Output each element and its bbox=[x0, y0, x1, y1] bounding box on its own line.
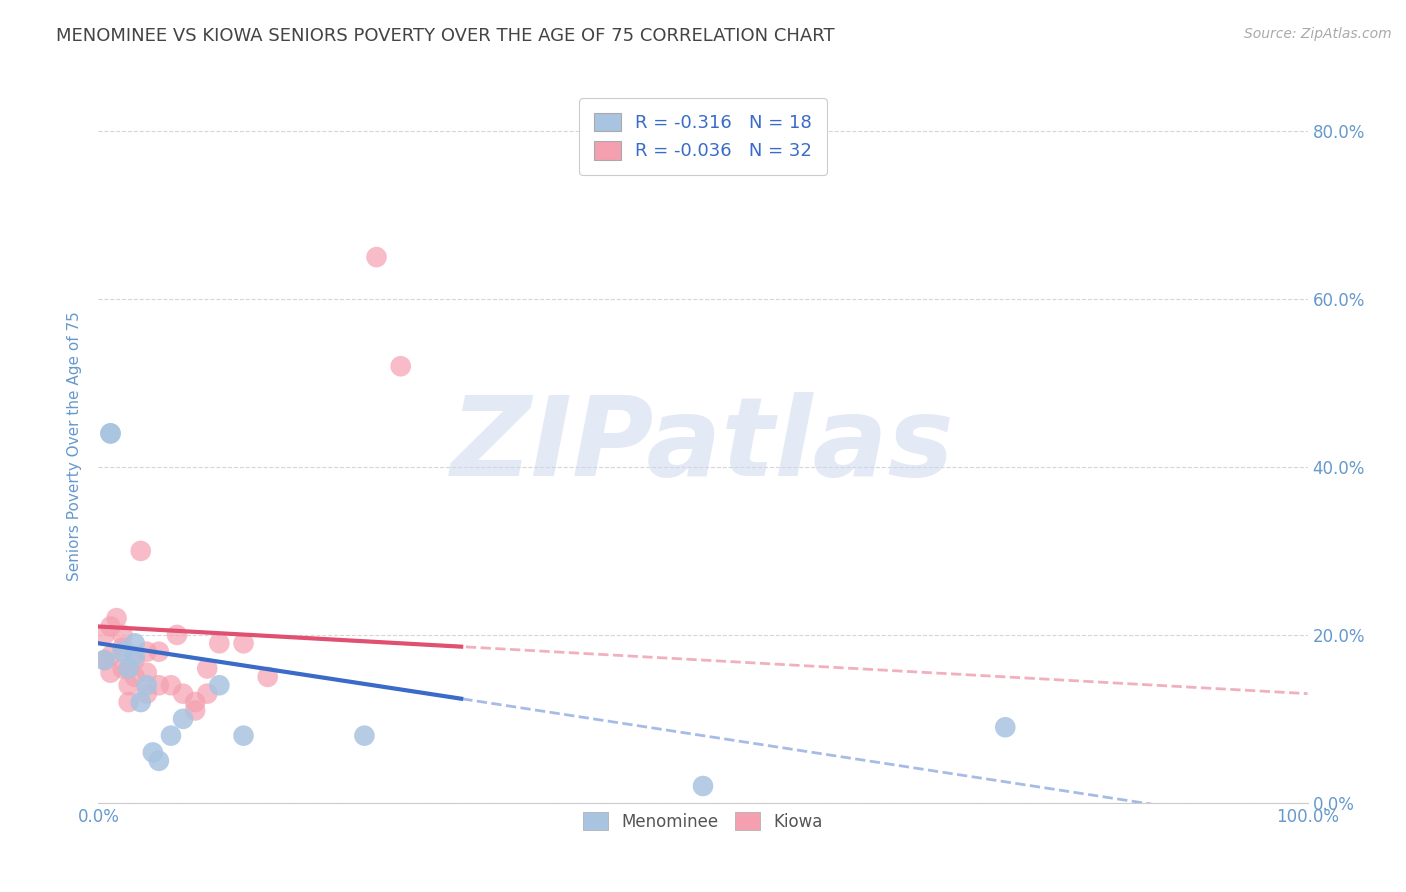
Point bbox=[184, 703, 207, 717]
Point bbox=[118, 695, 141, 709]
Point bbox=[208, 678, 231, 692]
Point bbox=[129, 544, 152, 558]
Point bbox=[148, 754, 170, 768]
Point bbox=[692, 779, 714, 793]
Point bbox=[366, 250, 388, 264]
Point bbox=[100, 648, 122, 663]
Point bbox=[93, 653, 115, 667]
Point bbox=[118, 678, 141, 692]
Point bbox=[160, 678, 183, 692]
Point bbox=[142, 746, 165, 760]
Point bbox=[111, 628, 134, 642]
Point bbox=[93, 628, 115, 642]
Point bbox=[118, 661, 141, 675]
Text: MENOMINEE VS KIOWA SENIORS POVERTY OVER THE AGE OF 75 CORRELATION CHART: MENOMINEE VS KIOWA SENIORS POVERTY OVER … bbox=[56, 27, 835, 45]
Point bbox=[195, 687, 218, 701]
Point bbox=[124, 636, 146, 650]
Point bbox=[111, 645, 134, 659]
Point bbox=[135, 678, 157, 692]
Point bbox=[148, 678, 170, 692]
Point bbox=[124, 670, 146, 684]
Point bbox=[118, 661, 141, 675]
Point bbox=[111, 661, 134, 675]
Point bbox=[135, 687, 157, 701]
Point bbox=[172, 712, 194, 726]
Point bbox=[208, 636, 231, 650]
Point bbox=[100, 426, 122, 441]
Point bbox=[124, 653, 146, 667]
Point bbox=[100, 665, 122, 680]
Point bbox=[172, 687, 194, 701]
Point bbox=[100, 426, 122, 441]
Point bbox=[994, 720, 1017, 734]
Point bbox=[135, 645, 157, 659]
Point bbox=[389, 359, 412, 374]
Text: ZIPatlas: ZIPatlas bbox=[451, 392, 955, 500]
Point bbox=[232, 729, 254, 743]
Point bbox=[184, 695, 207, 709]
Point bbox=[166, 628, 188, 642]
Point bbox=[111, 640, 134, 655]
Point bbox=[256, 670, 278, 684]
Legend: Menominee, Kiowa: Menominee, Kiowa bbox=[576, 805, 830, 838]
Point bbox=[232, 636, 254, 650]
Point bbox=[105, 611, 128, 625]
Text: Source: ZipAtlas.com: Source: ZipAtlas.com bbox=[1244, 27, 1392, 41]
Y-axis label: Seniors Poverty Over the Age of 75: Seniors Poverty Over the Age of 75 bbox=[67, 311, 83, 581]
Point bbox=[129, 695, 152, 709]
Point bbox=[124, 648, 146, 663]
Point bbox=[160, 729, 183, 743]
Point bbox=[195, 661, 218, 675]
Point bbox=[135, 665, 157, 680]
Point bbox=[93, 653, 115, 667]
Point bbox=[148, 645, 170, 659]
Point bbox=[353, 729, 375, 743]
Point bbox=[100, 619, 122, 633]
